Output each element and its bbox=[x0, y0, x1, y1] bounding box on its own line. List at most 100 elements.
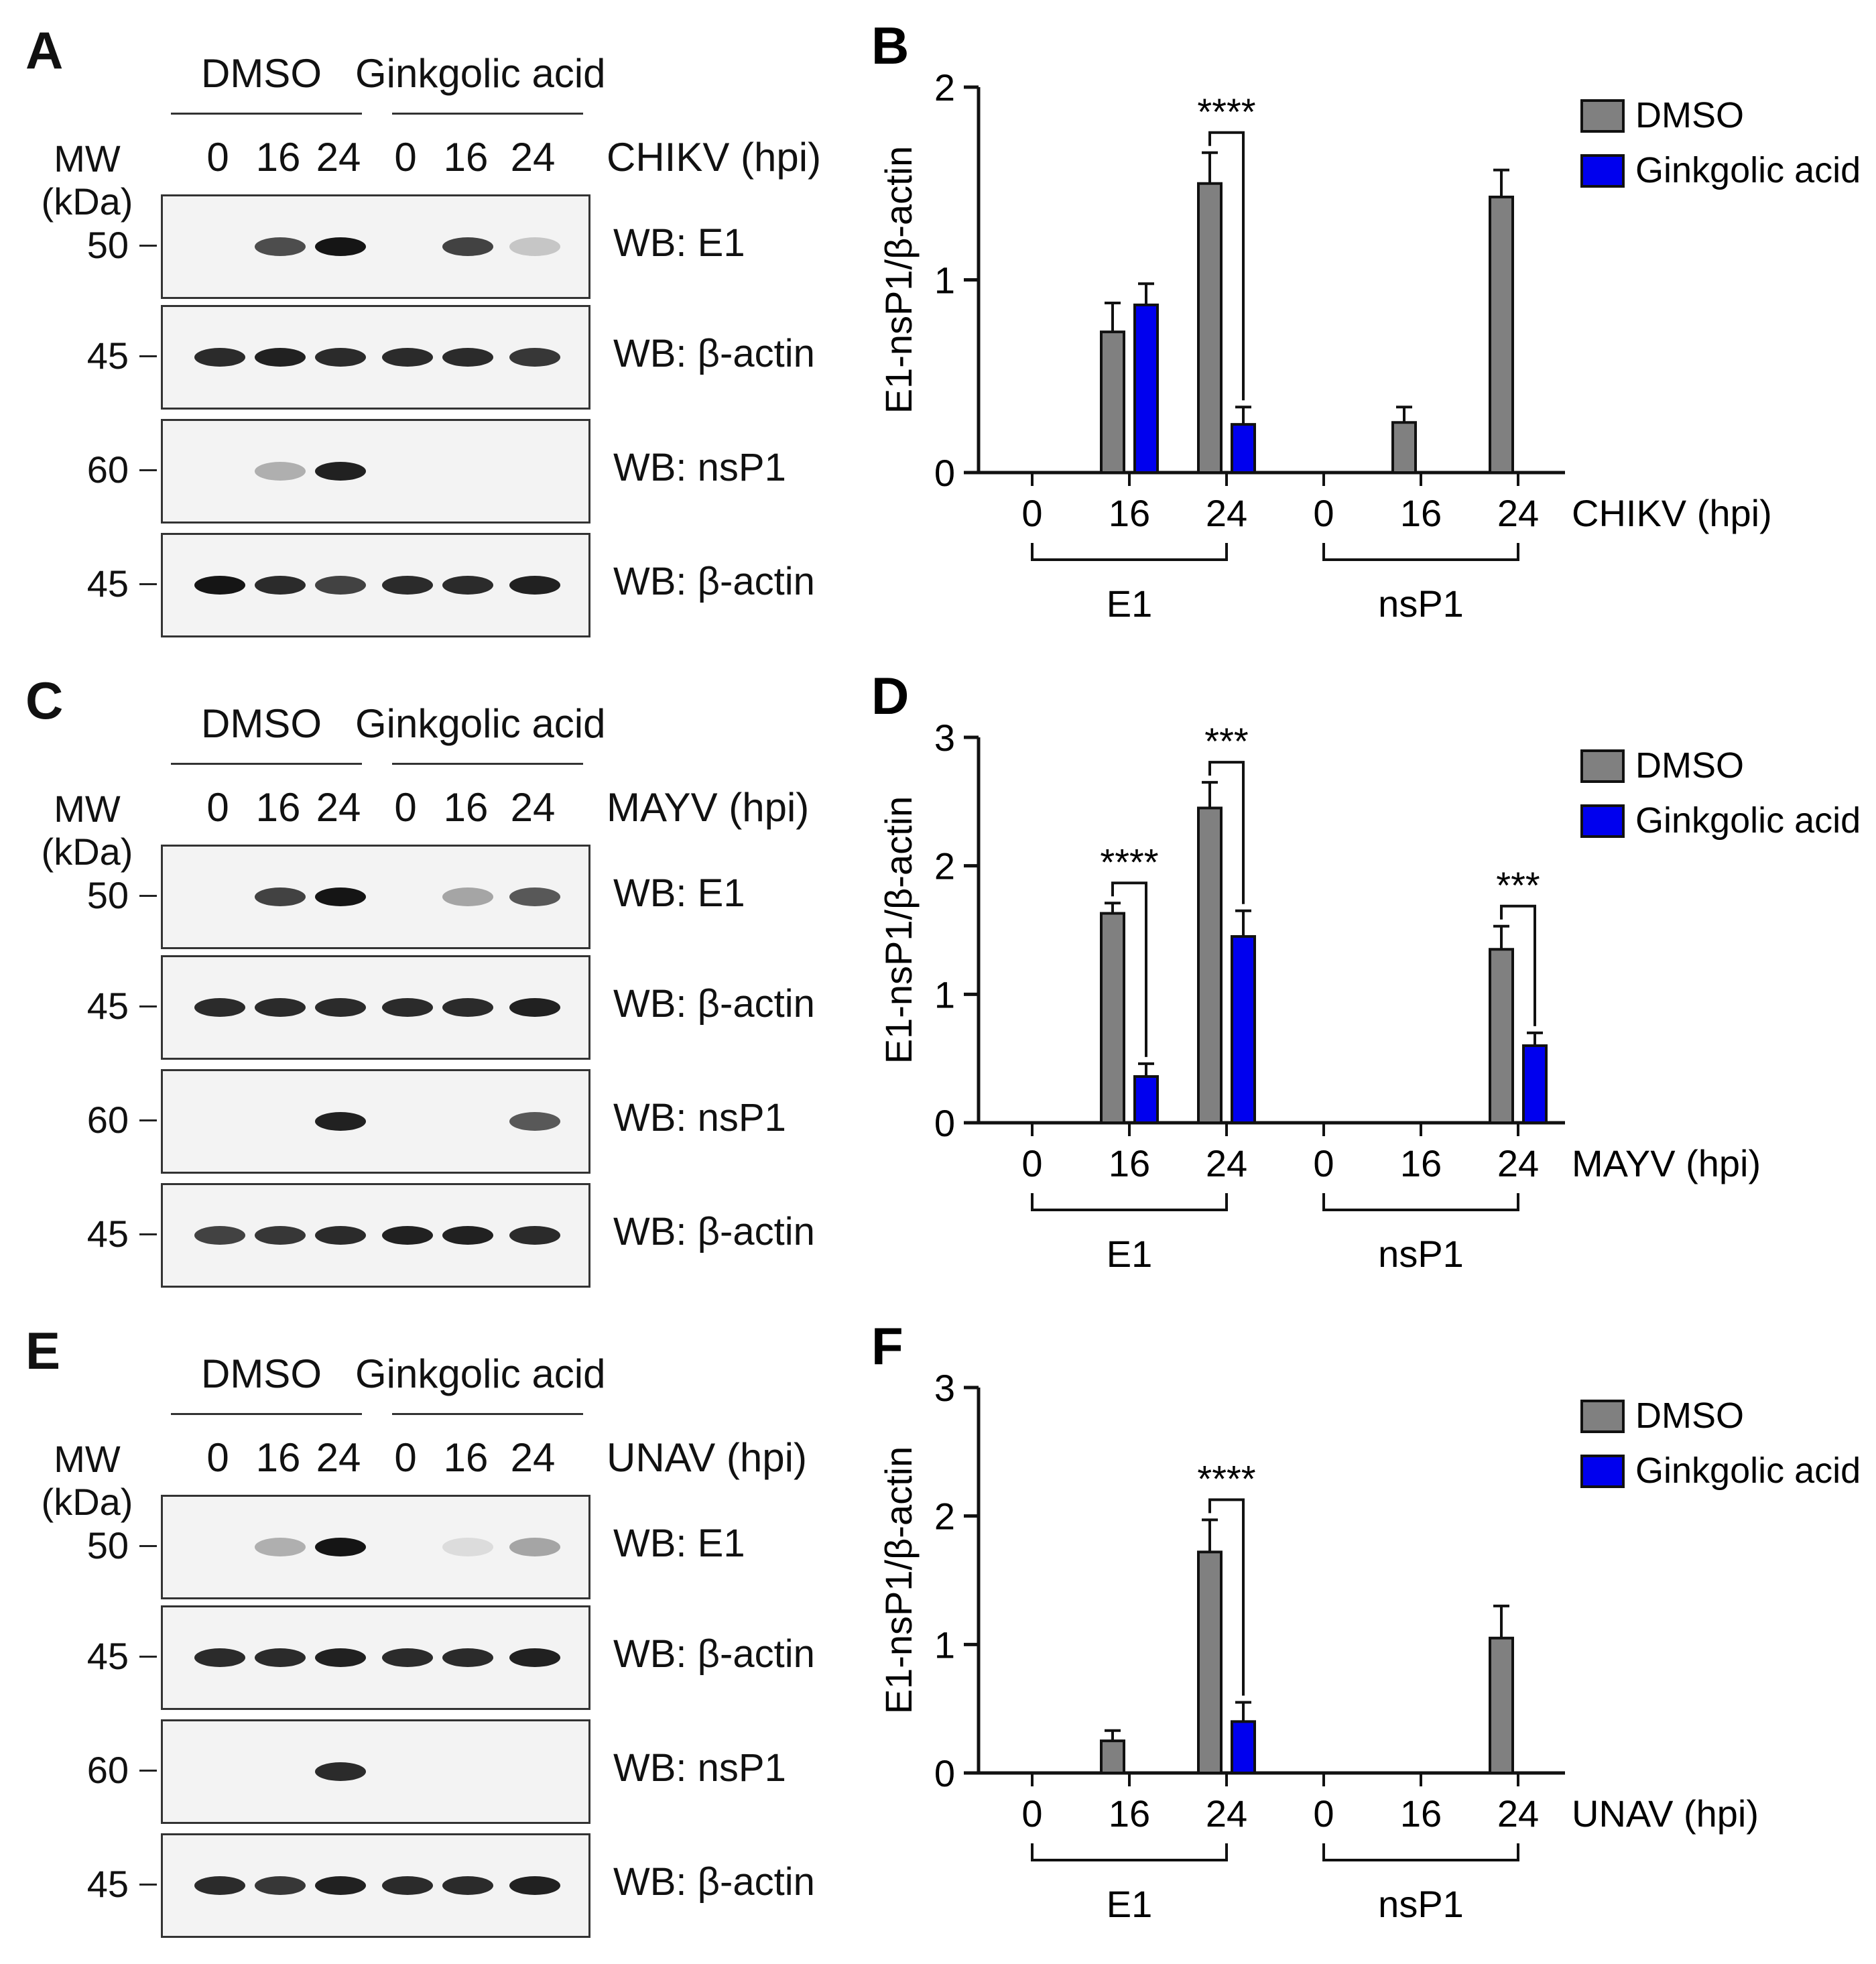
lane-label: 0 bbox=[206, 1435, 229, 1480]
protein-band bbox=[194, 348, 245, 367]
protein-band bbox=[255, 1648, 306, 1667]
lane-label: 24 bbox=[316, 1435, 361, 1480]
bar-ginkgolic-acid bbox=[1231, 1720, 1256, 1774]
mw-marker-label: 45 bbox=[86, 562, 129, 605]
significance-label: **** bbox=[1197, 90, 1255, 133]
legend-swatch-ginkgolic-acid bbox=[1580, 154, 1625, 188]
bar-dmso bbox=[1197, 182, 1223, 474]
x-tick-label: 24 bbox=[1206, 1142, 1247, 1184]
panel-letter: B bbox=[871, 16, 909, 75]
mw-tick bbox=[139, 1119, 157, 1121]
mw-tick bbox=[139, 1770, 157, 1772]
blot-panel-a: A DMSO Ginkgolic acid 0 16 24 0 16 24 CHIKV (hpi)… bbox=[0, 0, 871, 643]
mw-marker-label: 50 bbox=[86, 1524, 129, 1567]
x-tick-label: 24 bbox=[1206, 1792, 1247, 1835]
bar-dmso bbox=[1197, 806, 1223, 1125]
blot-strip bbox=[161, 1069, 590, 1174]
mw-marker-label: 45 bbox=[86, 985, 129, 1027]
mw-tick bbox=[139, 583, 157, 585]
mw-tick bbox=[139, 1884, 157, 1886]
bar-dmso bbox=[1489, 195, 1514, 474]
protein-band bbox=[509, 1648, 560, 1667]
mw-tick bbox=[139, 1545, 157, 1547]
treatment-rule-ginkgolic-acid bbox=[392, 1413, 583, 1415]
panel-letter: F bbox=[871, 1316, 903, 1375]
x-tick-label: 16 bbox=[1109, 1142, 1150, 1184]
legend-swatch-dmso bbox=[1580, 749, 1625, 783]
protein-band bbox=[509, 1226, 560, 1245]
protein-band bbox=[315, 1648, 366, 1667]
mw-header-line: (kDa) bbox=[41, 1481, 133, 1524]
x-tick-label: 0 bbox=[1021, 1142, 1042, 1184]
group-label: nsP1 bbox=[1378, 1233, 1464, 1275]
mw-tick bbox=[139, 469, 157, 471]
protein-band bbox=[442, 1648, 493, 1667]
virus-hpi-label: MAYV (hpi) bbox=[607, 785, 810, 830]
protein-band bbox=[382, 1876, 433, 1895]
protein-band bbox=[194, 1648, 245, 1667]
protein-band bbox=[194, 1876, 245, 1895]
lane-label: 16 bbox=[443, 1435, 489, 1480]
significance-bracket bbox=[1500, 904, 1536, 1026]
protein-band bbox=[382, 576, 433, 595]
mw-marker-label: 60 bbox=[86, 448, 129, 491]
lane-label: 0 bbox=[206, 135, 229, 180]
x-axis-label: CHIKV (hpi) bbox=[1572, 492, 1772, 534]
protein-band bbox=[194, 998, 245, 1017]
mw-kda-header: MW (kDa) bbox=[20, 788, 154, 874]
y-tick-label: 1 bbox=[934, 1623, 955, 1666]
protein-band bbox=[315, 1112, 366, 1131]
group-bracket bbox=[1322, 543, 1519, 561]
protein-band bbox=[315, 462, 366, 481]
wb-label: WB: nsP1 bbox=[613, 1746, 786, 1790]
panel-letter: E bbox=[25, 1321, 61, 1380]
group-label: E1 bbox=[1107, 1883, 1153, 1925]
protein-band bbox=[382, 1648, 433, 1667]
protein-band bbox=[509, 887, 560, 906]
y-tick-label: 2 bbox=[934, 66, 955, 109]
lane-label: 24 bbox=[510, 1435, 556, 1480]
wb-label: WB: β-actin bbox=[613, 1210, 815, 1253]
group-label: E1 bbox=[1107, 582, 1153, 625]
x-axis-label: UNAV (hpi) bbox=[1572, 1792, 1759, 1835]
x-tick-label: 0 bbox=[1313, 1142, 1334, 1184]
group-bracket bbox=[1322, 1843, 1519, 1861]
x-tick-label: 24 bbox=[1206, 492, 1247, 534]
protein-band bbox=[315, 998, 366, 1017]
bar-dmso bbox=[1197, 1550, 1223, 1774]
bar-ginkgolic-acid bbox=[1231, 423, 1256, 474]
group-label: nsP1 bbox=[1378, 582, 1464, 625]
bar-ginkgolic-acid bbox=[1231, 935, 1256, 1124]
group-bracket bbox=[1031, 1843, 1228, 1861]
protein-band bbox=[442, 1538, 493, 1556]
protein-band bbox=[255, 1538, 306, 1556]
group-bracket bbox=[1031, 543, 1228, 561]
blot-panel-e: E DMSO Ginkgolic acid 0 16 24 0 16 24 UNAV (hpi) M… bbox=[0, 1300, 871, 1944]
lane-label: 16 bbox=[255, 1435, 301, 1480]
mw-tick bbox=[139, 1005, 157, 1007]
mw-marker-label: 45 bbox=[86, 334, 129, 377]
y-tick-label: 2 bbox=[934, 1495, 955, 1538]
mw-tick bbox=[139, 245, 157, 247]
blot-panel-c: C DMSO Ginkgolic acid 0 16 24 0 16 24 MAYV (hpi) M… bbox=[0, 650, 871, 1294]
lane-label: 16 bbox=[443, 785, 489, 830]
y-tick-label: 2 bbox=[934, 845, 955, 887]
mw-kda-header: MW (kDa) bbox=[20, 1438, 154, 1524]
lane-label: 0 bbox=[394, 1435, 417, 1480]
lane-label: 0 bbox=[394, 785, 417, 830]
lane-label: 0 bbox=[394, 135, 417, 180]
legend-swatch-ginkgolic-acid bbox=[1580, 1455, 1625, 1488]
chart-panel-d: D E1-nsP1/β-actin 0 1 2 3 0 16 24 0 16 24 MAYV (hpi)… bbox=[871, 666, 1861, 1275]
protein-band bbox=[315, 576, 366, 595]
blot-strip bbox=[161, 845, 590, 949]
legend-label: Ginkgolic acid bbox=[1635, 800, 1861, 841]
treatment-rule-dmso bbox=[171, 763, 362, 765]
y-tick-label: 1 bbox=[934, 259, 955, 302]
treatment-label-dmso: DMSO bbox=[201, 51, 322, 96]
x-tick-label: 16 bbox=[1400, 492, 1442, 534]
protein-band bbox=[255, 462, 306, 481]
treatment-rule-ginkgolic-acid bbox=[392, 763, 583, 765]
virus-hpi-label: UNAV (hpi) bbox=[607, 1435, 807, 1480]
x-tick-label: 0 bbox=[1313, 492, 1334, 534]
virus-hpi-label: CHIKV (hpi) bbox=[607, 135, 822, 180]
